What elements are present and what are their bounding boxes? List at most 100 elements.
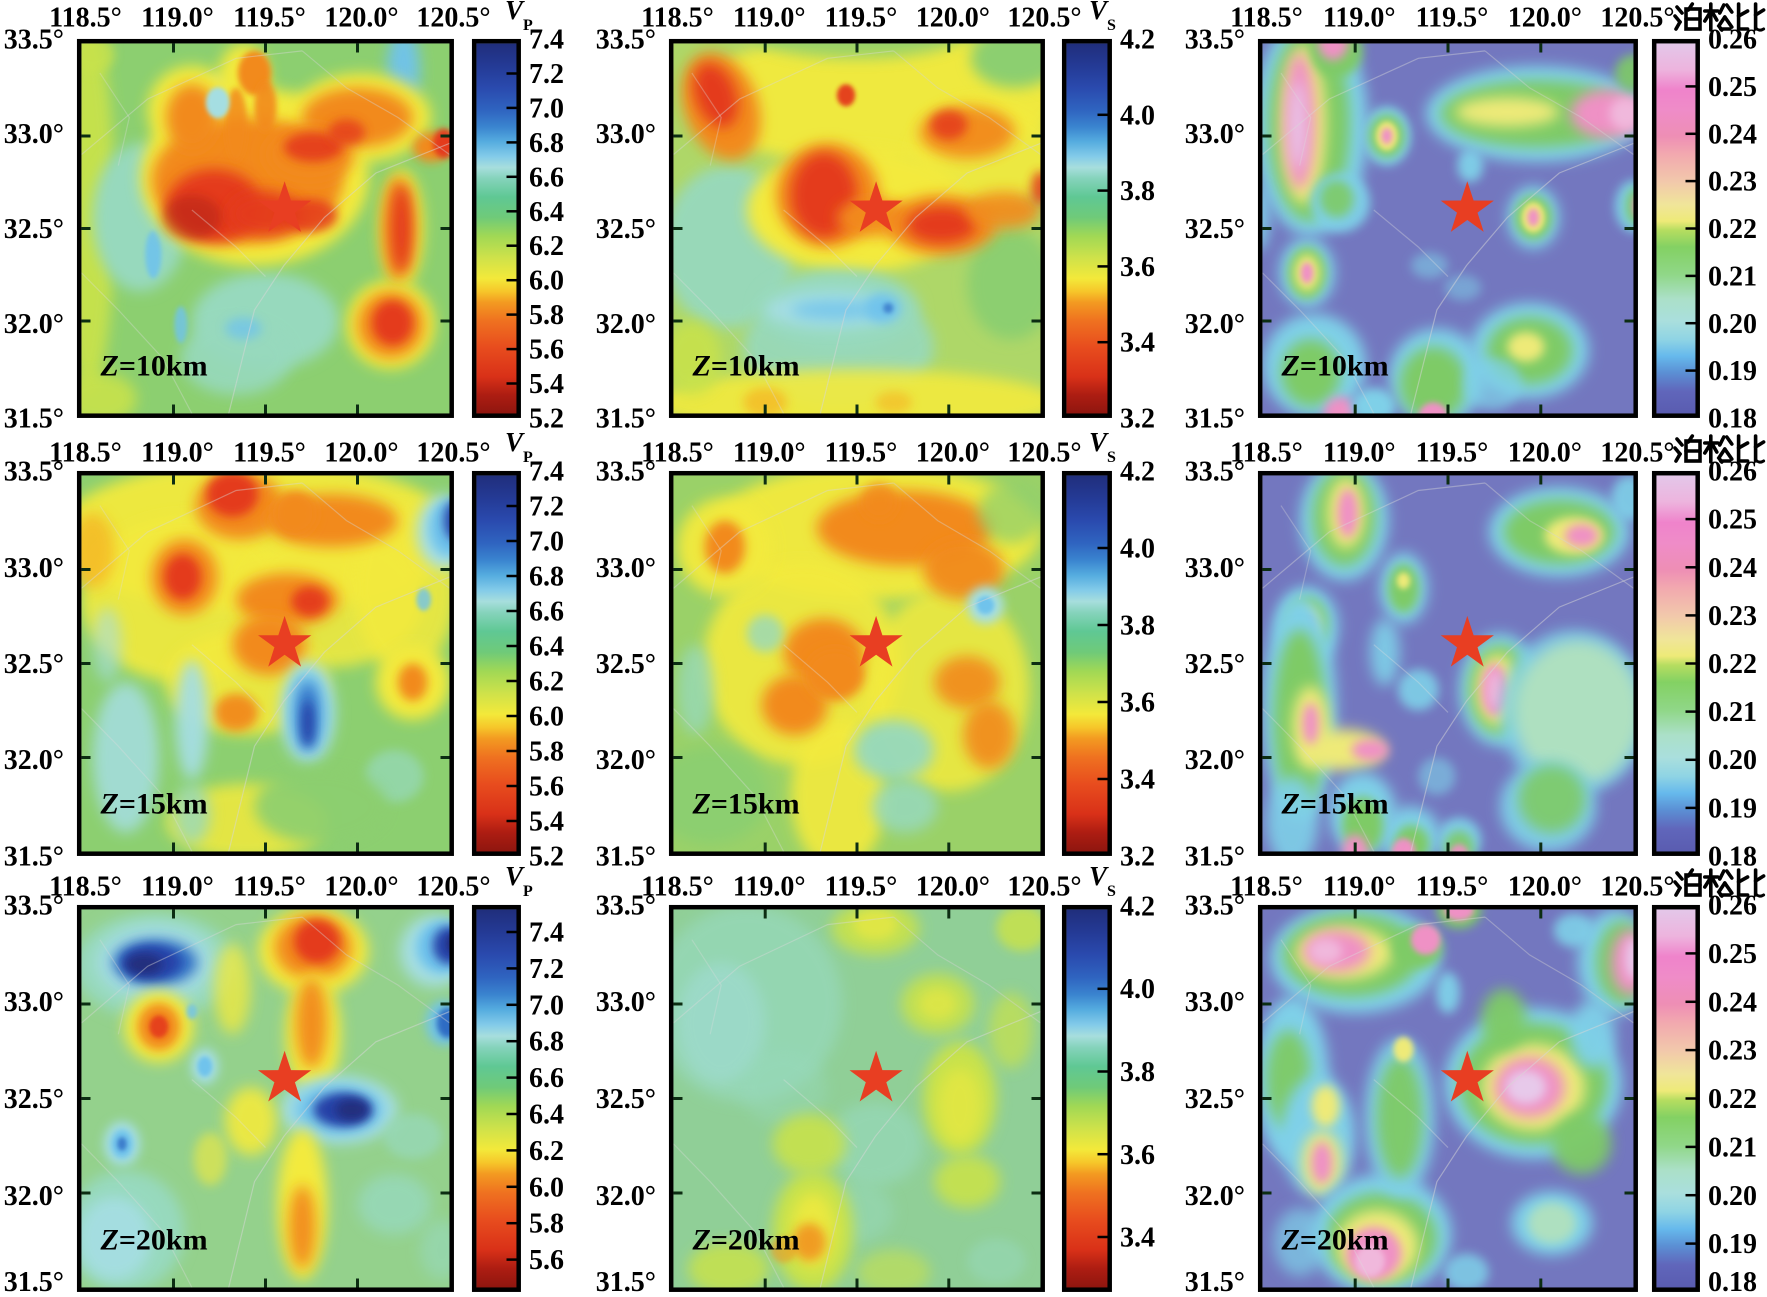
svg-text:0.19: 0.19	[1708, 356, 1757, 387]
svg-text:32.0°: 32.0°	[1185, 1181, 1245, 1212]
svg-text:118.5°: 118.5°	[49, 872, 122, 903]
svg-text:32.5°: 32.5°	[596, 214, 656, 245]
svg-text:31.5°: 31.5°	[596, 404, 656, 435]
svg-text:P: P	[523, 17, 533, 34]
svg-text:118.5°: 118.5°	[641, 872, 714, 903]
svg-text:119.0°: 119.0°	[141, 3, 214, 34]
svg-text:6.6: 6.6	[529, 162, 564, 193]
svg-text:0.23: 0.23	[1708, 1036, 1757, 1067]
svg-text:3.4: 3.4	[1120, 328, 1155, 359]
svg-text:33.0°: 33.0°	[1185, 553, 1245, 584]
svg-text:119.5°: 119.5°	[1416, 438, 1489, 469]
svg-text:0.22: 0.22	[1708, 214, 1757, 245]
svg-text:0.18: 0.18	[1708, 404, 1757, 435]
svg-text:4.0: 4.0	[1120, 534, 1155, 565]
svg-text:119.0°: 119.0°	[733, 3, 806, 34]
svg-text:31.5°: 31.5°	[4, 1267, 64, 1297]
svg-text:120.5°: 120.5°	[1600, 438, 1674, 469]
svg-text:120.5°: 120.5°	[1600, 872, 1674, 903]
svg-text:118.5°: 118.5°	[1230, 872, 1303, 903]
svg-text:4.2: 4.2	[1120, 25, 1155, 56]
svg-text:32.0°: 32.0°	[4, 1181, 64, 1212]
svg-text:5.6: 5.6	[529, 335, 564, 366]
svg-text:32.5°: 32.5°	[1185, 649, 1245, 680]
svg-text:6.4: 6.4	[529, 197, 564, 228]
svg-text:S: S	[1107, 449, 1116, 466]
svg-text:31.5°: 31.5°	[596, 842, 656, 873]
svg-text:6.2: 6.2	[529, 1136, 564, 1167]
svg-text:32.0°: 32.0°	[4, 745, 64, 776]
svg-text:118.5°: 118.5°	[641, 3, 714, 34]
svg-text:0.24: 0.24	[1708, 553, 1757, 584]
svg-text:32.0°: 32.0°	[596, 1181, 656, 1212]
svg-text:5.8: 5.8	[529, 1209, 564, 1240]
svg-text:6.2: 6.2	[529, 231, 564, 262]
svg-text:120.5°: 120.5°	[1600, 3, 1674, 34]
svg-text:V: V	[505, 0, 525, 25]
svg-text:V: V	[1089, 861, 1109, 891]
svg-text:33.0°: 33.0°	[1185, 987, 1245, 1018]
svg-text:3.4: 3.4	[1120, 765, 1155, 796]
svg-text:7.2: 7.2	[529, 492, 564, 523]
svg-text:0.22: 0.22	[1708, 1084, 1757, 1115]
svg-text:Z=15km: Z=15km	[100, 788, 208, 821]
svg-text:S: S	[1107, 883, 1116, 900]
svg-text:119.5°: 119.5°	[825, 872, 898, 903]
svg-text:6.6: 6.6	[529, 597, 564, 628]
svg-text:P: P	[523, 883, 533, 900]
svg-text:0.19: 0.19	[1708, 1229, 1757, 1260]
svg-text:120.0°: 120.0°	[916, 872, 990, 903]
svg-text:4.2: 4.2	[1120, 457, 1155, 488]
svg-text:Z=20km: Z=20km	[1281, 1224, 1389, 1257]
svg-text:31.5°: 31.5°	[1185, 842, 1245, 873]
svg-text:0.21: 0.21	[1708, 261, 1757, 292]
svg-text:120.0°: 120.0°	[1508, 438, 1582, 469]
svg-text:3.6: 3.6	[1120, 252, 1155, 283]
svg-text:33.5°: 33.5°	[596, 457, 656, 488]
svg-text:120.5°: 120.5°	[416, 438, 490, 469]
svg-text:V: V	[1089, 0, 1109, 25]
svg-text:120.0°: 120.0°	[916, 3, 990, 34]
svg-text:P: P	[523, 449, 533, 466]
svg-text:119.5°: 119.5°	[825, 438, 898, 469]
svg-text:6.4: 6.4	[529, 632, 564, 663]
svg-text:119.0°: 119.0°	[733, 438, 806, 469]
svg-text:119.0°: 119.0°	[1323, 872, 1396, 903]
svg-text:7.0: 7.0	[529, 527, 564, 558]
svg-text:0.22: 0.22	[1708, 649, 1757, 680]
svg-text:33.5°: 33.5°	[4, 891, 64, 922]
svg-text:33.5°: 33.5°	[596, 891, 656, 922]
svg-text:32.5°: 32.5°	[4, 214, 64, 245]
svg-text:33.5°: 33.5°	[4, 457, 64, 488]
svg-text:0.18: 0.18	[1708, 1267, 1757, 1297]
svg-text:0.19: 0.19	[1708, 793, 1757, 824]
svg-text:5.8: 5.8	[529, 737, 564, 768]
svg-text:32.5°: 32.5°	[4, 649, 64, 680]
svg-text:33.0°: 33.0°	[596, 119, 656, 150]
svg-text:32.5°: 32.5°	[1185, 1084, 1245, 1115]
svg-text:6.0: 6.0	[529, 702, 564, 733]
svg-text:0.25: 0.25	[1708, 505, 1757, 536]
svg-text:0.25: 0.25	[1708, 939, 1757, 970]
svg-text:3.6: 3.6	[1120, 1140, 1155, 1171]
svg-text:5.2: 5.2	[529, 404, 564, 435]
svg-text:0.20: 0.20	[1708, 1181, 1757, 1212]
svg-text:0.20: 0.20	[1708, 745, 1757, 776]
svg-text:0.20: 0.20	[1708, 309, 1757, 340]
svg-text:6.6: 6.6	[529, 1063, 564, 1094]
svg-text:120.5°: 120.5°	[1007, 3, 1081, 34]
svg-text:3.4: 3.4	[1120, 1223, 1155, 1254]
svg-text:3.2: 3.2	[1120, 404, 1155, 435]
svg-text:7.0: 7.0	[529, 93, 564, 124]
svg-text:118.5°: 118.5°	[1230, 438, 1303, 469]
svg-text:31.5°: 31.5°	[1185, 1267, 1245, 1297]
svg-text:33.5°: 33.5°	[596, 25, 656, 56]
svg-text:31.5°: 31.5°	[4, 842, 64, 873]
svg-text:3.8: 3.8	[1120, 1057, 1155, 1088]
svg-text:119.0°: 119.0°	[733, 872, 806, 903]
svg-text:0.23: 0.23	[1708, 601, 1757, 632]
svg-text:0.24: 0.24	[1708, 119, 1757, 150]
svg-text:120.0°: 120.0°	[324, 872, 398, 903]
svg-text:0.18: 0.18	[1708, 842, 1757, 873]
svg-text:7.0: 7.0	[529, 990, 564, 1021]
